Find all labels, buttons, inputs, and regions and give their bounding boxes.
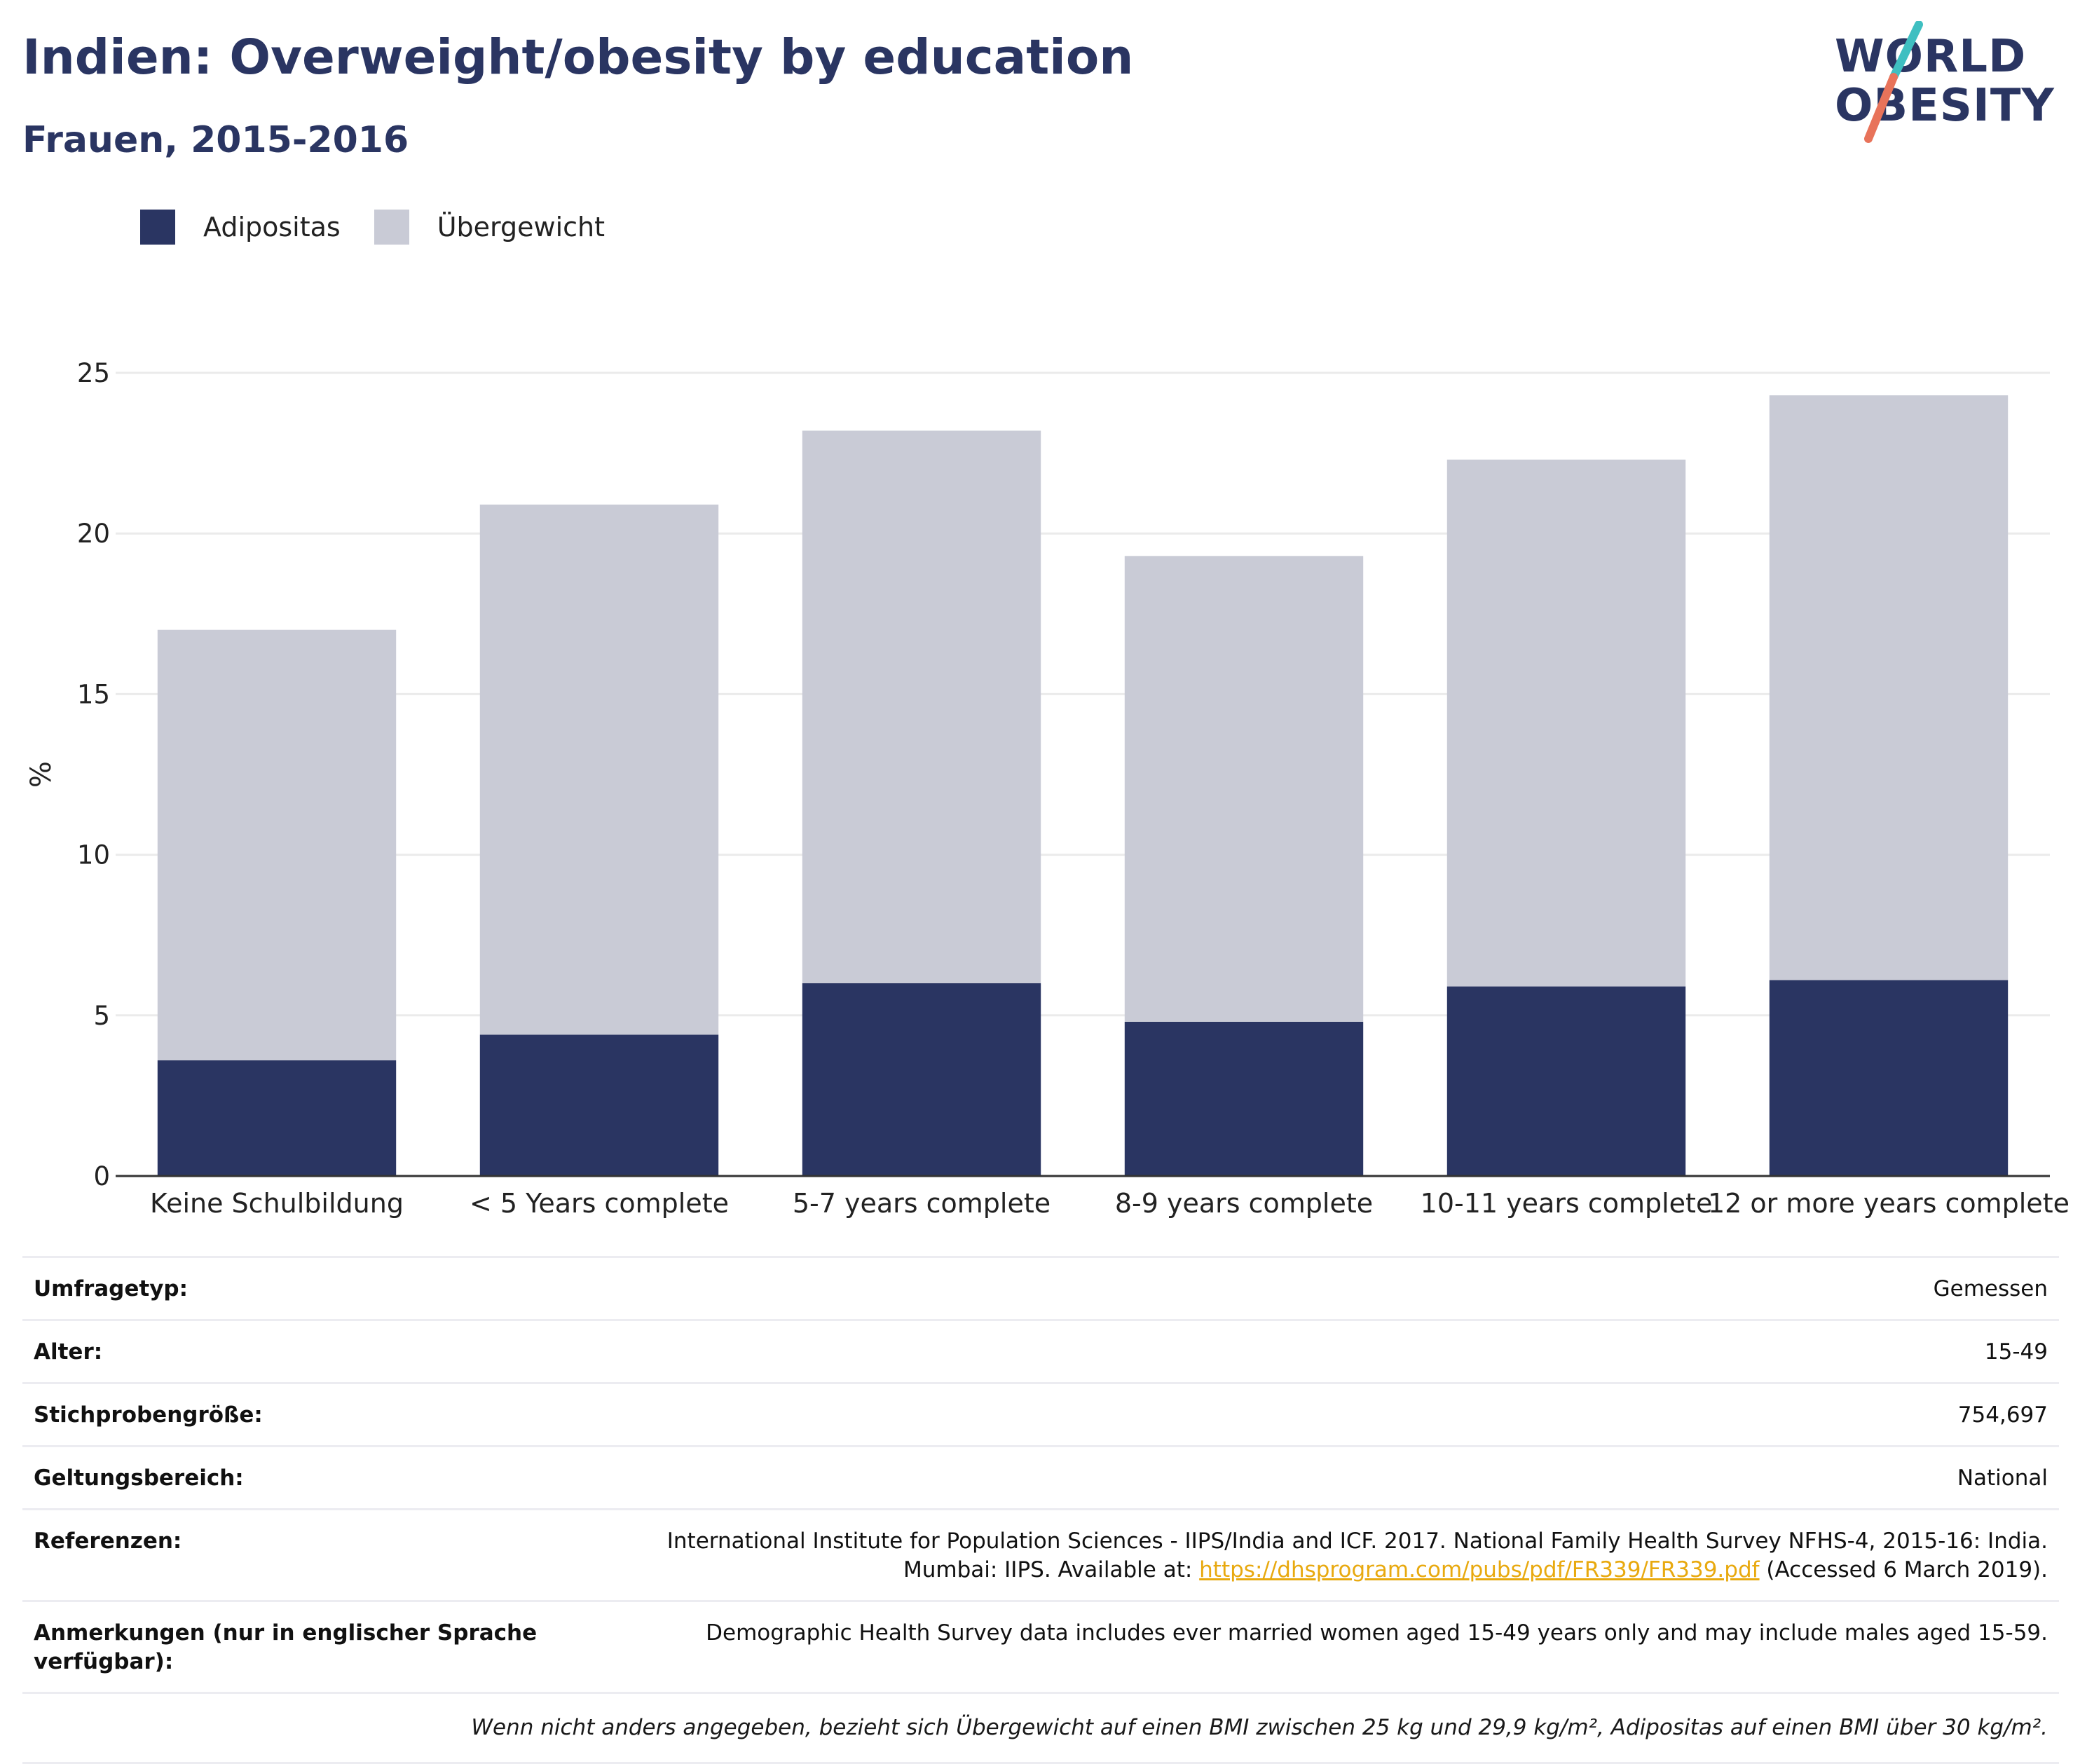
legend-item-overweight[interactable]: Übergewicht [374, 210, 605, 245]
legend-swatch-obesity [140, 210, 175, 245]
info-key: Anmerkungen (nur in englischer Sprache v… [22, 1600, 549, 1693]
info-row-references: Referenzen: International Institute for … [22, 1508, 2059, 1601]
x-tick-label: 8-9 years complete [1115, 1188, 1373, 1219]
y-tick-label: 25 [77, 358, 110, 388]
legend-label-overweight: Übergewicht [437, 212, 605, 242]
bar-overweight [1446, 459, 1686, 987]
bar-overweight [1769, 395, 2009, 980]
world-obesity-logo: WORLD OBESITY [1829, 21, 2060, 147]
reference-line-2-pre: Mumbai: IIPS. Available at: [903, 1557, 1200, 1582]
logo-slash-icon [1864, 21, 1923, 143]
info-row-sample-size: Stichprobengröße: 754,697 [22, 1382, 2059, 1447]
legend-swatch-overweight [374, 210, 409, 245]
survey-info-table: Umfragetyp: Gemessen Alter: 15-49 Stichp… [22, 1256, 2059, 1764]
info-value: 754,697 [549, 1382, 2059, 1447]
bar-obesity [479, 1034, 719, 1176]
y-tick-label: 0 [93, 1161, 110, 1191]
notes-value: Demographic Health Survey data includes … [549, 1600, 2059, 1693]
info-row-notes: Anmerkungen (nur in englischer Sprache v… [22, 1600, 2059, 1693]
info-value: 15-49 [549, 1319, 2059, 1383]
logo-line-1: WORLD [1835, 31, 2027, 83]
x-tick-label: 10-11 years complete [1421, 1188, 1713, 1219]
bar-obesity [1769, 980, 2009, 1176]
y-axis-label: % [25, 761, 57, 788]
info-key: Alter: [22, 1319, 549, 1383]
x-tick-label: 5-7 years complete [793, 1188, 1051, 1219]
bar-obesity [1446, 986, 1686, 1176]
page-title: Indien: Overweight/obesity by education [22, 29, 1134, 86]
bar-overweight [1124, 556, 1364, 1022]
info-key: Umfragetyp: [22, 1256, 549, 1320]
info-row-footnote: Wenn nicht anders angegeben, bezieht sic… [22, 1692, 2059, 1764]
info-key: Referenzen: [22, 1508, 549, 1601]
reference-line-2-post: (Accessed 6 March 2019). [1759, 1557, 2048, 1582]
info-row-coverage: Geltungsbereich: National [22, 1445, 2059, 1510]
y-tick-label: 5 [93, 1001, 110, 1031]
bar-obesity [802, 983, 1041, 1176]
bar-overweight [157, 629, 397, 1060]
x-tick-label: Keine Schulbildung [150, 1188, 404, 1219]
chart-legend: Adipositas Übergewicht [140, 209, 638, 245]
y-tick-label: 10 [77, 840, 110, 870]
info-value: National [549, 1445, 2059, 1510]
info-row-survey-type: Umfragetyp: Gemessen [22, 1256, 2059, 1320]
bar-obesity [1124, 1021, 1364, 1176]
reference-link[interactable]: https://dhsprogram.com/pubs/pdf/FR339/FR… [1199, 1557, 1760, 1582]
info-key: Stichprobengröße: [22, 1382, 549, 1447]
y-tick-label: 15 [77, 679, 110, 709]
stacked-bar-chart: 0 5 10 15 20 25% Keine Schulbildung < 5 Years c… [25, 358, 2069, 1219]
footnote-text: Wenn nicht anders angegeben, bezieht sic… [22, 1692, 2059, 1764]
page-subtitle: Frauen, 2015-2016 [22, 119, 409, 161]
bar-obesity [157, 1060, 397, 1176]
info-value: Gemessen [549, 1256, 2059, 1320]
references-value: International Institute for Population S… [549, 1508, 2059, 1601]
legend-label-obesity: Adipositas [203, 212, 341, 242]
legend-item-obesity[interactable]: Adipositas [140, 210, 341, 245]
x-tick-label: 12 or more years complete [1708, 1188, 2069, 1219]
info-key: Geltungsbereich: [22, 1445, 549, 1510]
bar-overweight [479, 504, 719, 1035]
info-row-age: Alter: 15-49 [22, 1319, 2059, 1383]
reference-line-1: International Institute for Population S… [666, 1529, 2048, 1554]
y-tick-label: 20 [77, 519, 110, 549]
bar-overweight [802, 430, 1041, 983]
x-tick-label: < 5 Years complete [470, 1188, 729, 1219]
